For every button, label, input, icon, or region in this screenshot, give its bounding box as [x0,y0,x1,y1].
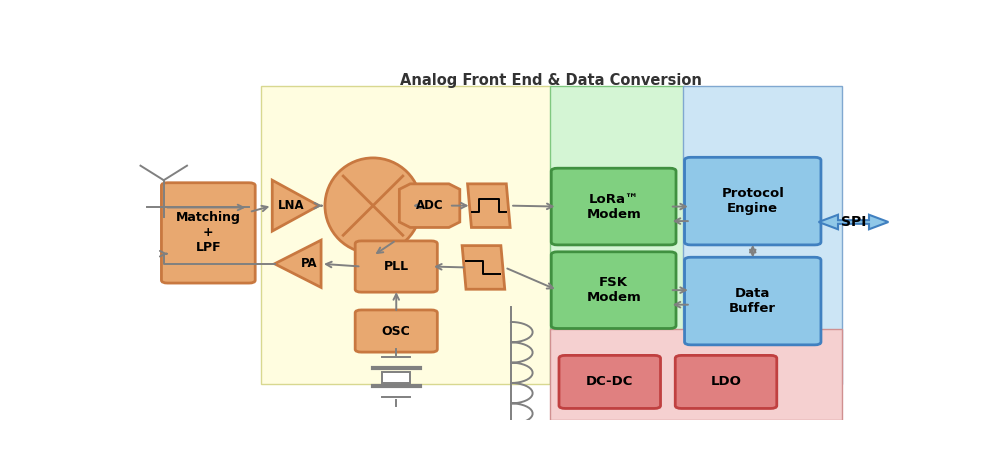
Ellipse shape [325,158,421,253]
Bar [683,86,842,384]
Text: LoRa™
Modem: LoRa™ Modem [586,193,641,220]
Polygon shape [272,180,319,231]
FancyBboxPatch shape [559,355,661,408]
Bar [550,86,685,384]
Polygon shape [275,240,321,287]
Text: PA: PA [301,257,318,270]
FancyBboxPatch shape [355,310,437,352]
Text: SPI: SPI [841,215,866,229]
Polygon shape [819,215,888,229]
Text: LNA: LNA [278,199,305,212]
Text: LDO: LDO [711,375,741,388]
FancyBboxPatch shape [355,241,437,292]
Text: FSK
Modem: FSK Modem [586,276,641,304]
Polygon shape [399,184,460,228]
FancyBboxPatch shape [551,168,676,245]
Text: Protocol
Engine: Protocol Engine [721,187,784,215]
FancyBboxPatch shape [685,157,821,245]
Text: PLL: PLL [384,260,409,273]
Bar [382,372,410,383]
Text: Analog Front End & Data Conversion: Analog Front End & Data Conversion [400,73,702,88]
Text: OSC: OSC [382,325,411,337]
FancyBboxPatch shape [685,257,821,345]
Bar [261,86,551,384]
Text: Data
Buffer: Data Buffer [729,287,776,315]
FancyBboxPatch shape [675,355,777,408]
Polygon shape [462,245,505,289]
Polygon shape [468,184,510,228]
Text: DC-DC: DC-DC [586,375,633,388]
Text: Matching
+
LPF: Matching + LPF [176,211,241,254]
FancyBboxPatch shape [551,252,676,329]
Bar [550,329,842,420]
Text: ADC: ADC [416,199,443,212]
FancyBboxPatch shape [161,183,255,283]
